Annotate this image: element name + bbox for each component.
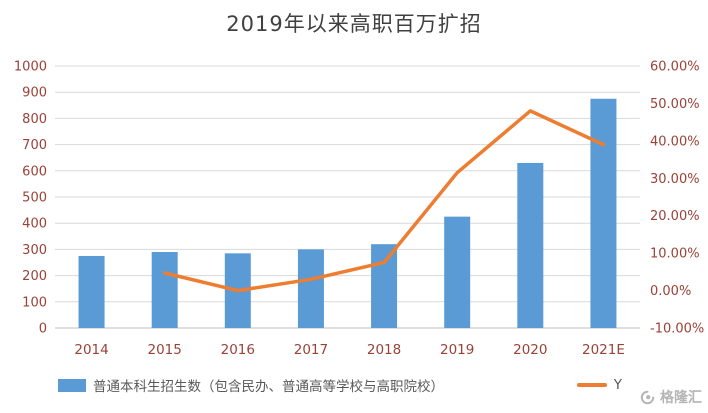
legend-item-line: Y bbox=[576, 377, 622, 393]
left-axis-tick-label: 0 bbox=[39, 322, 47, 337]
left-axis-tick-label: 1000 bbox=[14, 60, 47, 75]
bar bbox=[517, 162, 544, 328]
bar bbox=[151, 252, 178, 328]
line-series-swatch-icon bbox=[576, 383, 607, 387]
left-axis-tick-label: 900 bbox=[22, 86, 47, 101]
bar bbox=[371, 244, 398, 328]
right-axis-tick-label: 60.00% bbox=[650, 60, 700, 75]
chart-canvas: 0 100 200 300 400 500 600 700 800 900 1000 -10.00% 0… bbox=[14, 60, 704, 359]
bar bbox=[590, 98, 617, 328]
left-axis-tick-label: 400 bbox=[22, 217, 47, 232]
right-axis-tick-label: 10.00% bbox=[650, 247, 700, 262]
left-axis-tick-label: 600 bbox=[22, 164, 47, 179]
line-series bbox=[162, 109, 606, 293]
x-axis-category-label: 2016 bbox=[221, 342, 255, 358]
x-axis-category-label: 2017 bbox=[294, 342, 328, 358]
right-axis-tick-label: 50.00% bbox=[650, 97, 700, 112]
x-axis-category-label: 2014 bbox=[74, 342, 108, 358]
x-axis-category-label: 2015 bbox=[148, 342, 182, 358]
bar bbox=[444, 216, 471, 328]
gelonghui-logo-icon bbox=[640, 390, 655, 404]
legend-bar-label: 普通本科生招生数（包含民办、普通高等学校与高职院校） bbox=[93, 379, 444, 395]
x-axis-category-label: 2021E bbox=[582, 342, 625, 358]
legend: 普通本科生招生数（包含民办、普通高等学校与高职院校） Y bbox=[0, 375, 708, 395]
right-axis-tick-label: 30.00% bbox=[650, 172, 700, 187]
left-axis-tick-label: 500 bbox=[22, 191, 47, 206]
left-axis-tick-label: 100 bbox=[22, 295, 47, 310]
left-axis-tick-label: 700 bbox=[22, 138, 47, 153]
watermark: 格隆汇 bbox=[639, 387, 702, 407]
bar-series-swatch-icon bbox=[58, 378, 86, 392]
x-axis-category-label: 2019 bbox=[440, 342, 474, 358]
bar bbox=[78, 255, 105, 328]
right-axis-tick-label: 20.00% bbox=[650, 209, 700, 224]
legend-item-bar: 普通本科生招生数（包含民办、普通高等学校与高职院校） bbox=[58, 375, 444, 395]
right-axis-tick-label: -10.00% bbox=[650, 322, 704, 337]
left-axis-tick-label: 200 bbox=[22, 269, 47, 284]
legend-line-label: Y bbox=[613, 377, 622, 393]
x-axis-category-label: 2020 bbox=[513, 342, 547, 358]
watermark-text: 格隆汇 bbox=[660, 390, 702, 406]
left-axis-tick-label: 300 bbox=[22, 243, 47, 258]
right-axis-tick-label: 40.00% bbox=[650, 134, 700, 149]
left-axis-tick-label: 800 bbox=[22, 112, 47, 127]
bar bbox=[297, 249, 324, 328]
chart-title: 2019年以来高职百万扩招 bbox=[226, 12, 482, 36]
x-axis-category-label: 2018 bbox=[367, 342, 401, 358]
right-axis-tick-label: 0.00% bbox=[650, 284, 691, 299]
